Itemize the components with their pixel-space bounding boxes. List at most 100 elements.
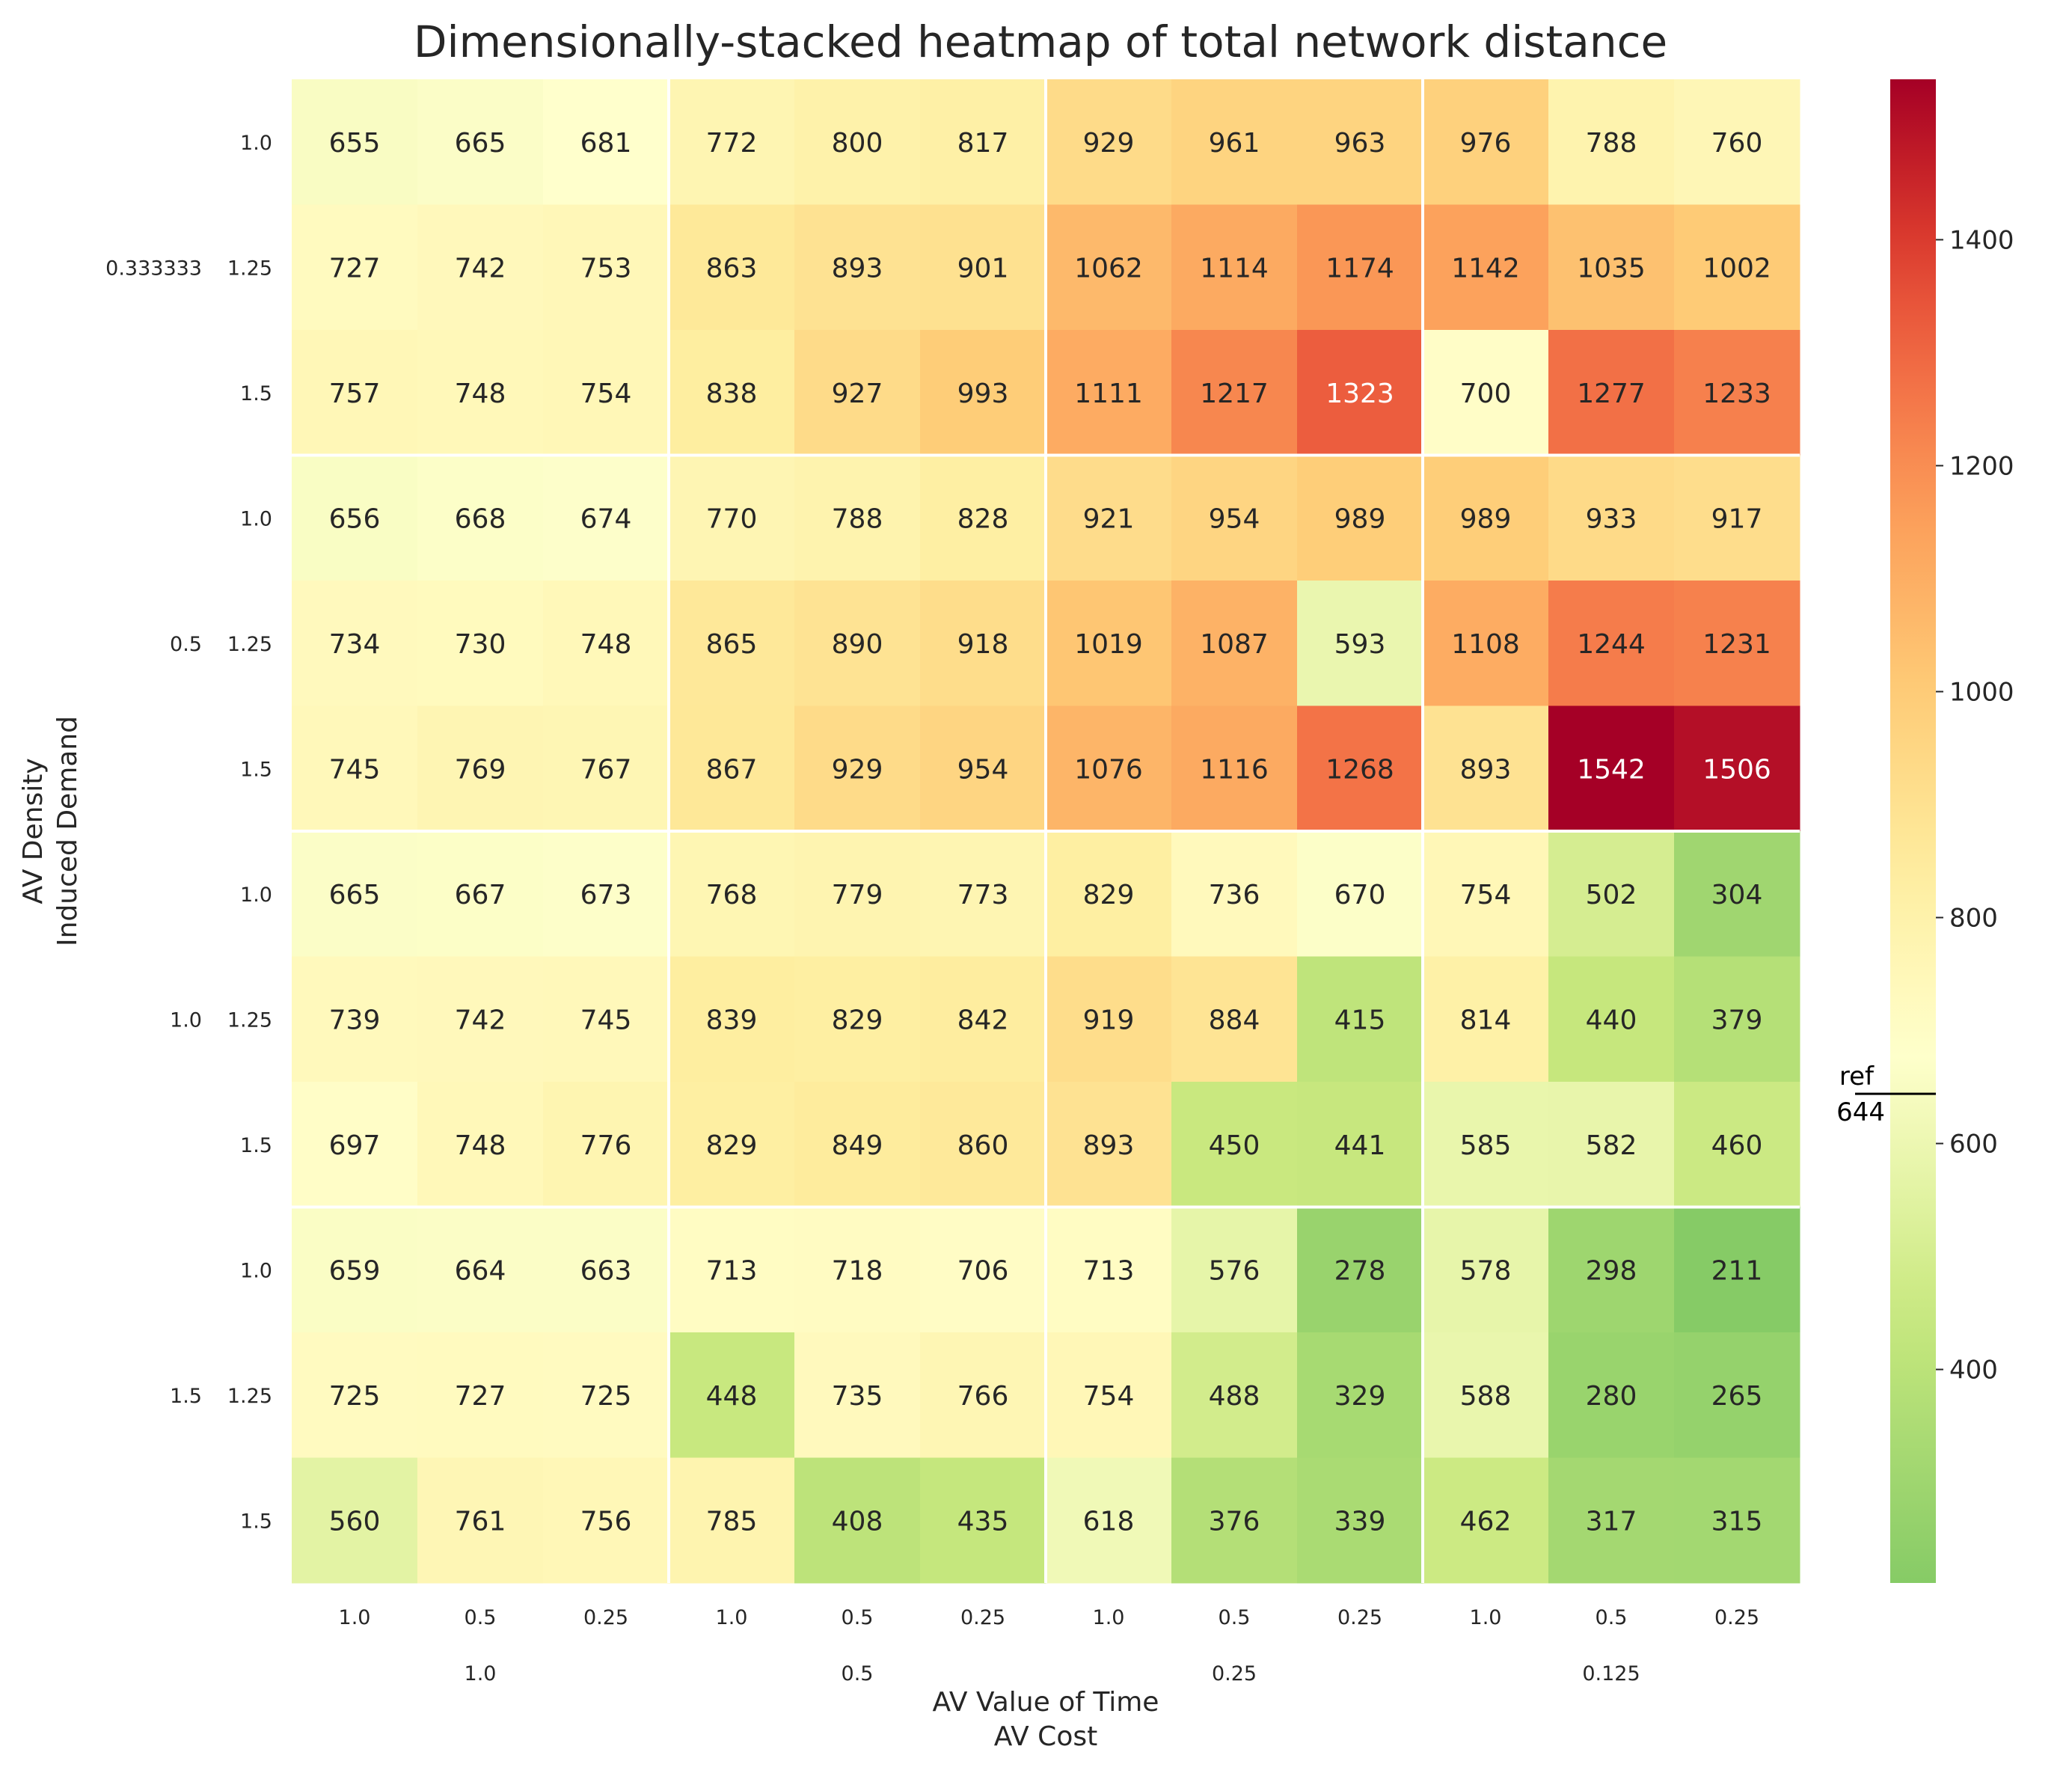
heatmap-cell: [417, 1082, 544, 1207]
y-inner-tick-label: 1.25: [227, 633, 272, 656]
x-inner-tick-label: 0.25: [1714, 1606, 1759, 1629]
cell-value-label: 1277: [1577, 379, 1646, 409]
cell-value-label: 963: [1334, 128, 1386, 159]
cell-value-label: 1087: [1200, 629, 1269, 660]
cell-value-label: 890: [832, 629, 883, 660]
cell-value-label: 727: [455, 1381, 506, 1412]
cell-value-label: 1174: [1325, 253, 1394, 284]
cell-value-label: 280: [1586, 1381, 1637, 1412]
heatmap-cell: [794, 1207, 921, 1333]
cell-value-label: 435: [957, 1506, 1009, 1537]
heatmap-cell: [543, 1457, 669, 1584]
cell-value-label: 989: [1460, 503, 1512, 534]
heatmap-cell: [1423, 1207, 1549, 1333]
cell-value-label: 376: [1209, 1506, 1260, 1537]
heatmap-cell: [292, 204, 418, 331]
cell-value-label: 918: [957, 629, 1009, 660]
heatmap-cell: [543, 204, 669, 331]
x-inner-tick-label: 0.5: [1596, 1606, 1628, 1629]
heatmap-cell: [1046, 1082, 1172, 1207]
x-outer-tick-label: 0.125: [1582, 1662, 1640, 1685]
heatmap-cell: [920, 1207, 1046, 1333]
y-inner-tick-label: 1.0: [240, 884, 272, 907]
y-inner-tick-label: 1.5: [240, 1510, 272, 1533]
cell-value-label: 718: [832, 1255, 883, 1286]
cell-value-label: 1268: [1325, 754, 1394, 785]
cell-value-label: 1506: [1702, 754, 1771, 785]
heatmap-cell: [920, 1082, 1046, 1207]
cell-value-label: 1542: [1577, 754, 1646, 785]
heatmap-cell: [1046, 330, 1172, 456]
cell-value-label: 697: [329, 1130, 381, 1161]
heatmap-cell: [1046, 1207, 1172, 1333]
reference-label: ref: [1839, 1062, 1875, 1091]
cell-value-label: 713: [706, 1255, 758, 1286]
cell-value-label: 893: [832, 253, 883, 284]
heatmap-cell: [543, 455, 669, 581]
cell-value-label: 450: [1209, 1130, 1260, 1161]
heatmap-cell: [1046, 1332, 1172, 1458]
cell-value-label: 706: [957, 1255, 1009, 1286]
y-axis-label-outer: AV Density: [18, 758, 49, 904]
cell-value-label: 1114: [1200, 253, 1269, 284]
cell-value-label: 745: [580, 1005, 632, 1035]
heatmap-cell: [1674, 330, 1800, 456]
heatmap-cell: [292, 330, 418, 456]
cell-value-label: 748: [455, 1130, 506, 1161]
cell-value-label: 670: [1334, 880, 1386, 910]
cell-value-label: 756: [580, 1506, 632, 1537]
cell-value-label: 488: [1209, 1381, 1260, 1412]
heatmap-cell: [794, 330, 921, 456]
cell-value-label: 713: [1083, 1255, 1135, 1286]
cell-value-label: 668: [455, 503, 506, 534]
heatmap-cell: [543, 79, 669, 205]
heatmap-cell: [1548, 1332, 1675, 1458]
heatmap-cell: [417, 204, 544, 331]
heatmap-cell: [1046, 1457, 1172, 1584]
cell-value-label: 1062: [1074, 253, 1143, 284]
cell-value-label: 838: [706, 379, 758, 409]
heatmap-cell: [1046, 204, 1172, 331]
heatmap-cell: [920, 1332, 1046, 1458]
heatmap-cell: [417, 1332, 544, 1458]
cell-value-label: 829: [706, 1130, 758, 1161]
cell-value-label: 1111: [1074, 379, 1143, 409]
cell-value-label: 919: [1083, 1005, 1135, 1035]
cell-value-label: 408: [832, 1506, 883, 1537]
cell-value-label: 788: [832, 503, 883, 534]
cell-value-label: 927: [832, 379, 883, 409]
heatmap-cell: [417, 956, 544, 1082]
heatmap-cell: [1423, 956, 1549, 1082]
cell-value-label: 739: [329, 1005, 381, 1035]
cell-value-label: 954: [957, 754, 1009, 785]
cell-value-label: 734: [329, 629, 381, 660]
cell-value-label: 339: [1334, 1506, 1386, 1537]
cell-value-label: 860: [957, 1130, 1009, 1161]
colorbar-tick-label: 600: [1949, 1130, 1998, 1160]
cell-value-label: 315: [1711, 1506, 1763, 1537]
heatmap-cell: [794, 1457, 921, 1584]
cell-value-label: 415: [1334, 1005, 1386, 1035]
cell-value-label: 1108: [1451, 629, 1520, 660]
cell-value-label: 1116: [1200, 754, 1269, 785]
x-inner-tick-label: 0.5: [1219, 1606, 1251, 1629]
cell-value-label: 1244: [1577, 629, 1646, 660]
cell-value-label: 265: [1711, 1381, 1763, 1412]
y-inner-tick-label: 1.25: [227, 1385, 272, 1408]
heatmap-cell: [1423, 1332, 1549, 1458]
cell-value-label: 502: [1586, 880, 1637, 910]
chart-title: Dimensionally-stacked heatmap of total n…: [414, 16, 1667, 67]
cell-value-label: 742: [455, 253, 506, 284]
cell-value-label: 659: [329, 1255, 381, 1286]
cell-value-label: 665: [329, 880, 381, 910]
cell-value-label: 754: [1460, 880, 1512, 910]
heatmap-cell: [543, 330, 669, 456]
heatmap-cell: [1171, 956, 1298, 1082]
cell-value-label: 655: [329, 128, 381, 159]
heatmap-cell: [1171, 705, 1298, 832]
x-axis-label-inner: AV Value of Time: [933, 1687, 1159, 1718]
cell-value-label: 757: [329, 379, 381, 409]
cell-value-label: 1076: [1074, 754, 1143, 785]
cell-value-label: 1323: [1325, 379, 1394, 409]
cell-value-label: 800: [832, 128, 883, 159]
